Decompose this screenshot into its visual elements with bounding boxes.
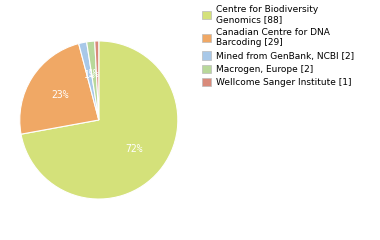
- Text: 23%: 23%: [51, 90, 69, 100]
- Legend: Centre for Biodiversity
Genomics [88], Canadian Centre for DNA
Barcoding [29], M: Centre for Biodiversity Genomics [88], C…: [202, 5, 354, 87]
- Wedge shape: [21, 41, 178, 199]
- Wedge shape: [95, 41, 99, 120]
- Text: 72%: 72%: [125, 144, 143, 154]
- Wedge shape: [79, 42, 99, 120]
- Wedge shape: [87, 41, 99, 120]
- Wedge shape: [20, 44, 99, 134]
- Text: 1%: 1%: [84, 70, 95, 80]
- Text: 1%: 1%: [88, 69, 100, 79]
